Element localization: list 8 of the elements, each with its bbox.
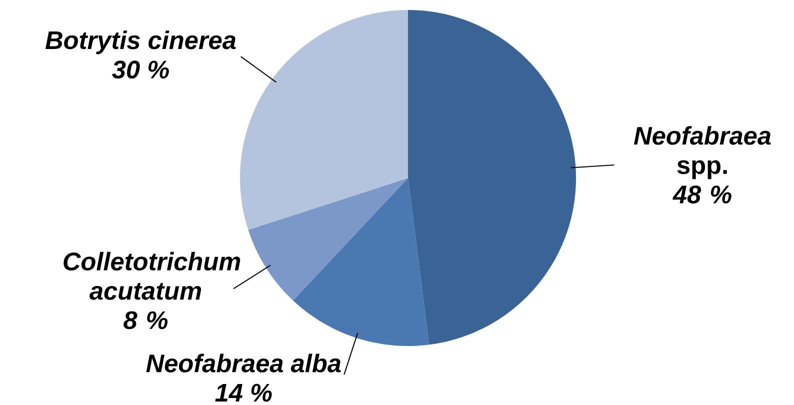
slice-label: Botrytis cinerea: [45, 30, 236, 54]
data-label: 48 %: [672, 186, 732, 204]
slice-label: Neofabraea spp.: [634, 126, 771, 180]
data-label: 30 %: [112, 60, 169, 79]
slice-label: Neofabraea alba: [146, 354, 341, 372]
data-label: 14 %: [215, 384, 272, 402]
data-label: 8 %: [124, 311, 168, 330]
slice-label: Colletotrichum acutatum: [64, 252, 240, 300]
